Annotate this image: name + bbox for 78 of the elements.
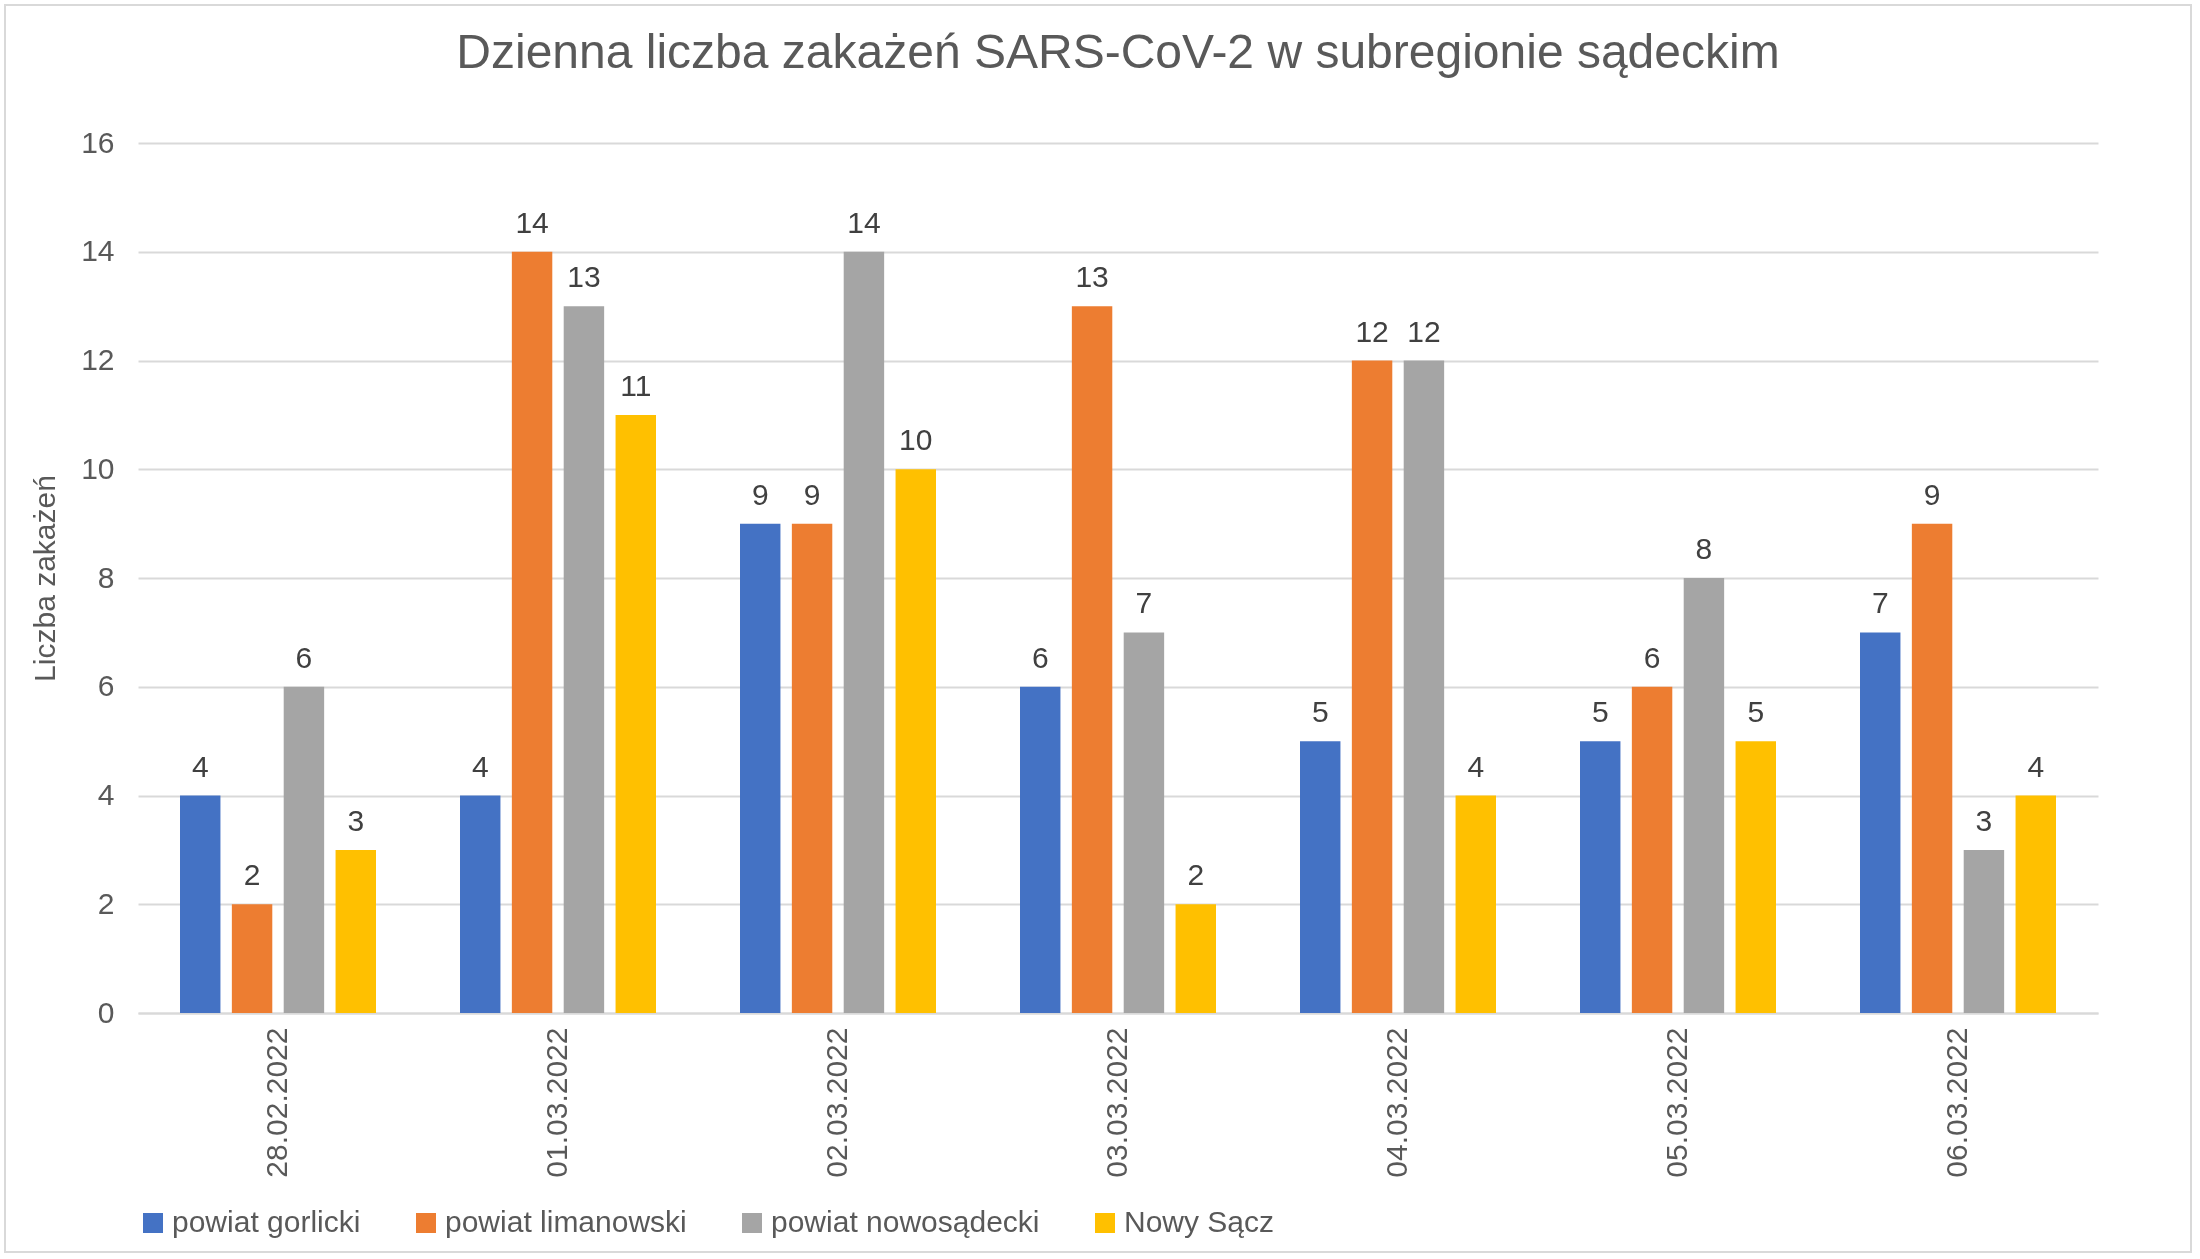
y-tick-label: 10 bbox=[81, 451, 115, 485]
bar bbox=[1300, 741, 1341, 1013]
data-label: 2 bbox=[1187, 858, 1205, 892]
bar bbox=[1123, 632, 1165, 1013]
y-tick-label: 6 bbox=[97, 669, 115, 703]
data-label: 9 bbox=[803, 477, 821, 511]
bar bbox=[335, 849, 376, 1013]
data-label: 10 bbox=[899, 423, 933, 457]
data-label: 3 bbox=[1975, 803, 1993, 837]
bar bbox=[180, 795, 221, 1013]
data-label: 5 bbox=[1591, 695, 1609, 729]
x-tick-label: 05.03.2022 bbox=[1660, 1027, 1693, 1178]
data-label: 6 bbox=[1031, 640, 1049, 674]
bar bbox=[460, 795, 501, 1013]
y-tick-label: 4 bbox=[97, 778, 115, 811]
bar bbox=[1631, 686, 1673, 1013]
legend-label: powiat nowosądecki bbox=[771, 1205, 1040, 1238]
bar bbox=[1403, 360, 1445, 1013]
bar bbox=[1735, 741, 1776, 1013]
bar bbox=[1860, 632, 1901, 1013]
bar bbox=[1351, 360, 1393, 1013]
bar bbox=[511, 251, 553, 1013]
bar bbox=[1175, 904, 1216, 1013]
data-label: 4 bbox=[471, 749, 489, 783]
data-label: 6 bbox=[1643, 640, 1661, 674]
bar bbox=[1580, 741, 1621, 1013]
data-label: 2 bbox=[243, 858, 261, 892]
x-tick-label: 02.03.2022 bbox=[820, 1027, 853, 1178]
x-tick-label: 01.03.2022 bbox=[540, 1027, 573, 1178]
data-label: 5 bbox=[1311, 695, 1329, 729]
data-label: 5 bbox=[1747, 695, 1765, 729]
x-tick-label: 28.02.2022 bbox=[260, 1027, 293, 1178]
y-tick-label: 0 bbox=[97, 995, 115, 1029]
bar bbox=[1911, 523, 1953, 1013]
y-tick-label: 8 bbox=[97, 560, 115, 594]
data-label: 13 bbox=[567, 260, 601, 294]
data-label: 11 bbox=[620, 368, 652, 402]
data-label: 7 bbox=[1135, 586, 1153, 620]
bar bbox=[843, 251, 885, 1013]
bar bbox=[615, 414, 656, 1013]
bar bbox=[895, 469, 936, 1013]
y-tick-label: 12 bbox=[81, 343, 115, 376]
bar bbox=[740, 523, 781, 1013]
y-axis-title: Liczba zakażeń bbox=[28, 475, 62, 682]
data-label: 13 bbox=[1075, 260, 1109, 294]
x-tick-label: 06.03.2022 bbox=[1940, 1027, 1973, 1178]
data-label: 6 bbox=[295, 640, 313, 674]
data-label: 4 bbox=[1467, 749, 1485, 783]
bar bbox=[1683, 578, 1725, 1013]
data-label: 9 bbox=[751, 477, 769, 511]
x-tick-label: 04.03.2022 bbox=[1380, 1027, 1413, 1178]
legend-label: powiat limanowski bbox=[445, 1205, 687, 1238]
bar bbox=[283, 686, 325, 1013]
data-label: 7 bbox=[1871, 586, 1889, 620]
legend-label: powiat gorlicki bbox=[172, 1205, 361, 1238]
legend-label: Nowy Sącz bbox=[1124, 1205, 1275, 1238]
data-label: 9 bbox=[1923, 477, 1941, 511]
data-label: 8 bbox=[1695, 532, 1713, 565]
y-tick-label: 14 bbox=[81, 234, 115, 268]
bar bbox=[2015, 795, 2056, 1013]
bar bbox=[1071, 306, 1113, 1013]
chart-title: Dzienna liczba zakażeń SARS-CoV-2 w subregionie sądeckim bbox=[456, 25, 1780, 78]
data-label: 14 bbox=[515, 205, 549, 239]
x-tick-label: 03.03.2022 bbox=[1100, 1027, 1133, 1178]
y-tick-label: 16 bbox=[81, 125, 115, 159]
data-label: 12 bbox=[1407, 314, 1441, 348]
bar bbox=[1455, 795, 1496, 1013]
data-label: 3 bbox=[347, 803, 365, 837]
bar bbox=[1020, 686, 1061, 1013]
bar bbox=[1963, 849, 2005, 1013]
data-label: 12 bbox=[1355, 314, 1389, 348]
data-label: 14 bbox=[847, 205, 881, 239]
bar bbox=[563, 306, 605, 1013]
y-tick-label: 2 bbox=[97, 886, 115, 920]
bar bbox=[791, 523, 833, 1013]
data-label: 4 bbox=[2027, 749, 2045, 783]
bar bbox=[231, 904, 273, 1013]
data-label: 4 bbox=[191, 749, 209, 783]
